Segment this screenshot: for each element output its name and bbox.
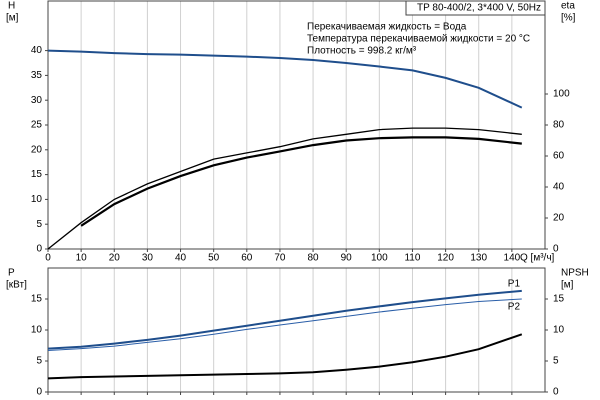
y-axis-label: H	[8, 1, 15, 12]
y-tick-label: 0	[36, 244, 42, 255]
x-tick-label: 120	[437, 253, 454, 264]
x-tick-label: 10	[76, 253, 88, 264]
y-tick-label: 15	[31, 169, 43, 180]
y-axis-unit: [м]	[6, 13, 19, 24]
y-tick-label: 10	[31, 325, 43, 336]
y-tick-label: 0	[36, 387, 42, 398]
y-tick-label: 40	[31, 45, 43, 56]
x-tick-label: 20	[109, 253, 121, 264]
y2-axis-label: NPSH	[561, 268, 589, 279]
y2-axis-label: eta	[561, 1, 575, 12]
x-tick-label: 30	[142, 253, 154, 264]
y2-tick-label: 20	[553, 213, 565, 224]
x-tick-label: 140	[504, 253, 521, 264]
y-tick-label: 15	[31, 294, 43, 305]
y-axis-unit: [кВт]	[6, 280, 27, 291]
y-axis-label: P	[8, 268, 15, 279]
y-tick-label: 30	[31, 95, 43, 106]
title-box	[405, 0, 546, 16]
y2-tick-label: 15	[553, 294, 565, 305]
series-line	[47, 289, 522, 350]
series-line	[47, 298, 522, 351]
series-label: P1	[508, 279, 521, 290]
chart-title: TP 80-400/2, 3*400 V, 50Hz	[417, 3, 541, 14]
y-tick-label: 25	[31, 120, 43, 131]
y2-tick-label: 0	[553, 387, 559, 398]
series-line	[47, 49, 523, 109]
x-tick-label: 60	[241, 253, 253, 264]
y-tick-label: 5	[36, 356, 42, 367]
annotation: Перекачиваемая жидкость = Вода	[307, 22, 467, 33]
y2-tick-label: 100	[553, 89, 570, 100]
y-tick-label: 20	[31, 144, 43, 155]
x-tick-label: 110	[404, 253, 420, 264]
x-tick-label: 130	[470, 253, 487, 264]
y2-axis-unit: [%]	[561, 13, 576, 24]
series-line	[80, 136, 522, 227]
annotation: Плотность = 998.2 кг/м³	[307, 46, 417, 57]
series-line	[47, 127, 522, 250]
x-tick-label: 50	[208, 253, 220, 264]
x-tick-label: 40	[175, 253, 187, 264]
y2-tick-label: 0	[553, 244, 559, 255]
x-axis-label: Q [м³/ч]	[520, 253, 555, 264]
y-tick-label: 5	[36, 219, 42, 230]
x-tick-label: 70	[274, 253, 286, 264]
x-tick-label: 90	[341, 253, 353, 264]
y2-tick-label: 80	[553, 120, 565, 131]
x-tick-label: 80	[308, 253, 320, 264]
y2-tick-label: 60	[553, 151, 565, 162]
x-tick-label: 0	[45, 253, 51, 264]
y2-tick-label: 5	[553, 356, 559, 367]
y2-axis-unit: [м]	[561, 280, 574, 291]
y2-tick-label: 40	[553, 182, 565, 193]
y-tick-label: 35	[31, 70, 43, 81]
y-tick-label: 10	[31, 194, 43, 205]
series-line	[47, 333, 523, 380]
y2-tick-label: 10	[553, 325, 565, 336]
series-label: P2	[508, 302, 521, 313]
x-tick-label: 100	[371, 253, 388, 264]
annotation: Температура перекачиваемой жидкости = 20…	[307, 34, 530, 45]
